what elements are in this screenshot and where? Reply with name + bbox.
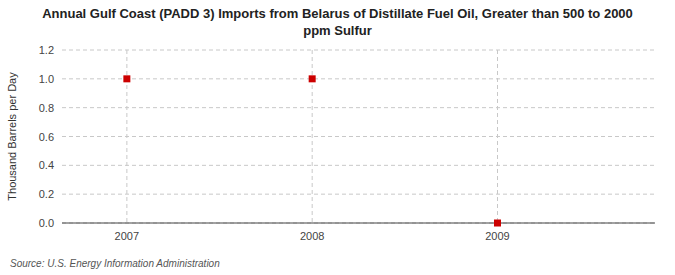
- grid-line: [62, 78, 655, 79]
- y-tick-label: 1.0: [39, 73, 54, 85]
- title: Annual Gulf Coast (PADD 3) Imports from …: [42, 6, 633, 38]
- grid-line: [62, 223, 655, 224]
- grid-line: [62, 194, 655, 195]
- grid-line: [62, 136, 655, 137]
- grid-line: [62, 50, 655, 51]
- grid-line: [497, 50, 498, 223]
- y-tick-label: 1.2: [39, 44, 54, 56]
- y-tick-label: 0.2: [39, 188, 54, 200]
- x-tick-label: 2008: [300, 230, 324, 242]
- y-tick-label: 0.6: [39, 131, 54, 143]
- grid: [62, 50, 655, 223]
- y-tick-label: 0.8: [39, 102, 54, 114]
- x-axis-line: [62, 223, 655, 224]
- grid-line: [62, 107, 655, 108]
- points: [123, 75, 501, 226]
- point: [123, 75, 130, 82]
- source: Source: U.S. Energy Information Administ…: [10, 258, 220, 269]
- y-axis-label: Thousand Barrels per Day: [6, 72, 18, 201]
- x-tick-label: 2009: [485, 230, 509, 242]
- y-tick-label: 0.4: [39, 159, 54, 171]
- point: [309, 75, 316, 82]
- chart: 0.0 0.2 0.4 0.6 0.8 1.0 1.2 2007 2008 2009 Thousan…: [0, 0, 675, 275]
- y-tick-label: 0.0: [39, 217, 54, 229]
- x-tick-label: 2007: [115, 230, 139, 242]
- grid-line: [62, 165, 655, 166]
- point: [494, 220, 501, 227]
